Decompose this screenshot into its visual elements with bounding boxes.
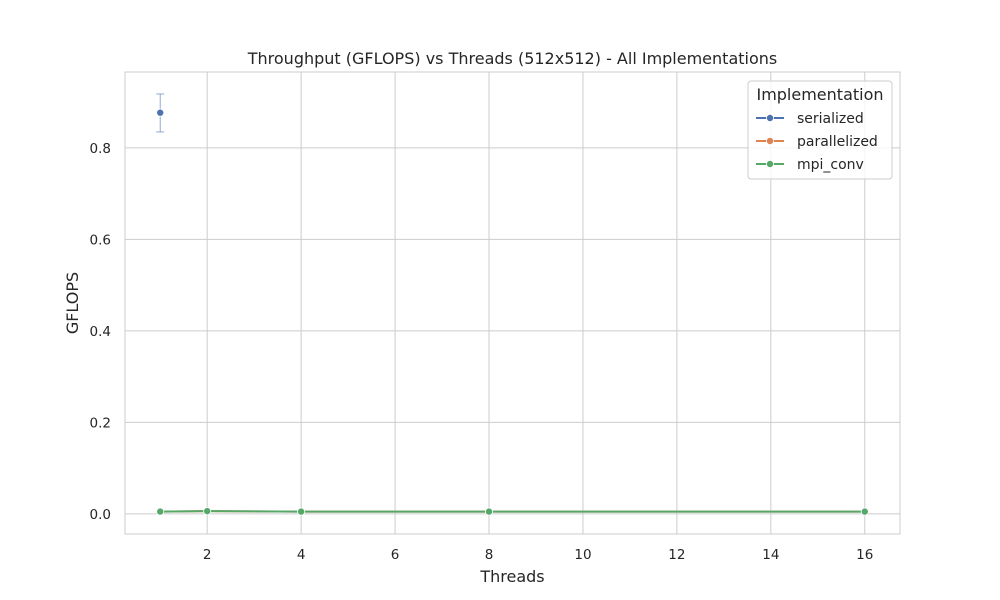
- x-ticks: 2 4 6 8 10 12 14 16: [203, 547, 873, 563]
- x-tick-label: 4: [297, 547, 306, 563]
- legend-item-parallelized: parallelized: [756, 134, 878, 150]
- y-tick-label: 0.2: [90, 415, 111, 431]
- legend-marker: [766, 114, 775, 123]
- legend-label: serialized: [797, 111, 864, 127]
- legend-title: Implementation: [756, 85, 883, 104]
- series-serialized: [156, 93, 165, 133]
- y-ticks: 0.0 0.2 0.4 0.6 0.8: [90, 141, 111, 523]
- x-tick-label: 6: [391, 547, 400, 563]
- y-tick-label: 0.6: [90, 232, 111, 248]
- x-tick-label: 16: [856, 547, 873, 563]
- legend-marker: [766, 136, 775, 145]
- x-tick-label: 10: [574, 547, 591, 563]
- series-layer: [156, 93, 869, 516]
- legend-label: mpi_conv: [797, 157, 864, 173]
- data-point: [203, 507, 212, 516]
- legend-label: parallelized: [797, 134, 878, 150]
- legend: Implementation serialized parallelized mpi…: [747, 80, 893, 180]
- x-tick-label: 14: [762, 547, 779, 563]
- y-tick-label: 0.0: [90, 507, 111, 523]
- y-tick-label: 0.4: [90, 324, 111, 340]
- plot-frame: [124, 71, 901, 535]
- x-axis-label: Threads: [479, 567, 544, 586]
- legend-item-mpi_conv: mpi_conv: [756, 157, 864, 173]
- data-point: [297, 507, 306, 516]
- x-tick-label: 12: [668, 547, 685, 563]
- legend-items: serialized parallelized mpi_conv: [756, 111, 878, 173]
- data-point: [485, 507, 494, 516]
- data-point: [860, 507, 869, 516]
- legend-item-serialized: serialized: [756, 111, 864, 127]
- y-axis-label: GFLOPS: [63, 272, 82, 334]
- chart-title: Throughput (GFLOPS) vs Threads (512x512)…: [247, 49, 777, 68]
- legend-box: [747, 80, 893, 180]
- x-tick-label: 8: [485, 547, 494, 563]
- x-tick-label: 2: [203, 547, 212, 563]
- legend-marker: [766, 159, 775, 168]
- y-tick-label: 0.8: [90, 141, 111, 157]
- data-point: [156, 507, 165, 516]
- series-mpi_conv: [156, 507, 869, 516]
- data-point: [156, 108, 165, 117]
